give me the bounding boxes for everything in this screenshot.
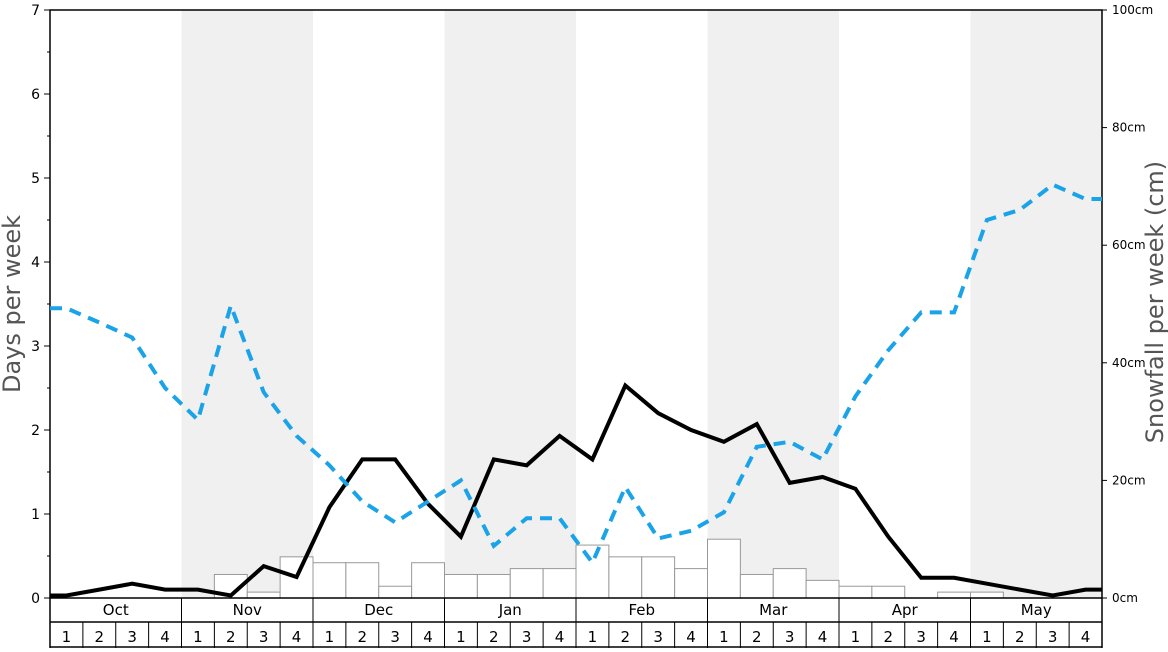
snowfall-bar <box>838 585 873 599</box>
left-axis-tick-label: 0 <box>31 591 40 607</box>
week-label: 3 <box>653 628 663 646</box>
left-axis-tick-label: 3 <box>31 339 40 355</box>
week-label: 4 <box>949 628 959 646</box>
right-axis-tick-label: 40cm <box>1112 356 1146 370</box>
snowfall-bar <box>970 591 1004 599</box>
month-label: Oct <box>103 601 129 619</box>
week-label: 3 <box>916 628 926 646</box>
week-label: 3 <box>390 628 400 646</box>
snowfall-bar <box>674 568 708 599</box>
snowfall-bar <box>707 538 741 599</box>
week-label: 4 <box>818 628 828 646</box>
week-label: 4 <box>686 628 696 646</box>
snowfall-bar <box>772 568 807 599</box>
snowfall-bar <box>542 568 577 599</box>
right-axis-tick-label: 20cm <box>1112 473 1146 487</box>
right-axis-tick-label: 60cm <box>1112 238 1146 252</box>
week-label: 2 <box>752 628 762 646</box>
right-axis-title: Snowfall per week (cm) <box>1141 161 1168 443</box>
month-label: May <box>1021 601 1052 619</box>
left-axis-tick-label: 1 <box>31 507 40 523</box>
snowfall-bar <box>411 562 445 599</box>
right-axis-tick-label: 80cm <box>1112 121 1146 135</box>
month-label: Feb <box>628 601 655 619</box>
snowfall-bar <box>246 591 281 599</box>
snowfall-bar <box>641 556 676 599</box>
snowfall-bar <box>937 591 971 599</box>
snowfall-bar <box>444 573 478 599</box>
snowfall-bar <box>378 585 413 599</box>
snowfall-bar <box>739 573 774 599</box>
week-label: 3 <box>785 628 795 646</box>
dashed-line-series <box>50 182 1102 567</box>
right-axis-tick-label: 0cm <box>1112 591 1138 605</box>
week-label: 1 <box>982 628 992 646</box>
snowfall-bar <box>312 562 347 599</box>
week-label: 2 <box>226 628 236 646</box>
snowfall-bar <box>608 556 643 599</box>
week-label: 2 <box>1015 628 1025 646</box>
snowfall-bar <box>805 579 840 599</box>
week-label: 4 <box>292 628 302 646</box>
week-label: 1 <box>62 628 72 646</box>
left-axis-tick-label: 5 <box>31 171 40 187</box>
week-label: 1 <box>325 628 335 646</box>
snowfall-bar <box>509 568 544 599</box>
week-label: 1 <box>851 628 861 646</box>
month-label: Dec <box>364 601 393 619</box>
week-label: 4 <box>1081 628 1091 646</box>
week-label: 2 <box>95 628 105 646</box>
week-label: 3 <box>522 628 532 646</box>
left-axis-tick-label: 6 <box>31 87 40 103</box>
month-band-nov <box>181 10 313 598</box>
week-label: 1 <box>193 628 203 646</box>
week-label: 1 <box>719 628 729 646</box>
week-label: 1 <box>588 628 598 646</box>
snowfall-bar <box>575 544 610 599</box>
left-axis-tick-label: 7 <box>31 3 40 19</box>
week-label: 4 <box>160 628 170 646</box>
month-band-jan <box>444 10 576 598</box>
snowfall-bar <box>345 562 380 599</box>
month-label: Mar <box>759 601 788 619</box>
month-band-mar <box>707 10 839 598</box>
week-label: 3 <box>1048 628 1058 646</box>
week-label: 2 <box>621 628 631 646</box>
snowfall-bar <box>476 573 511 599</box>
week-label: 3 <box>259 628 269 646</box>
solid-line-series <box>50 382 1102 598</box>
week-label: 2 <box>358 628 368 646</box>
month-label: Apr <box>892 601 919 619</box>
month-label: Nov <box>233 601 262 619</box>
week-label: 4 <box>555 628 565 646</box>
week-label: 3 <box>127 628 137 646</box>
week-label: 2 <box>884 628 894 646</box>
left-axis-tick-label: 4 <box>31 255 40 271</box>
month-band-may <box>970 10 1102 598</box>
week-label: 2 <box>489 628 499 646</box>
snowfall-bar <box>871 585 906 599</box>
left-axis-title: Days per week <box>0 215 26 393</box>
left-axis-tick-label: 2 <box>31 423 40 439</box>
week-label: 1 <box>456 628 466 646</box>
right-axis-tick-label: 100cm <box>1112 3 1153 17</box>
month-label: Jan <box>498 601 522 619</box>
week-label: 4 <box>423 628 433 646</box>
